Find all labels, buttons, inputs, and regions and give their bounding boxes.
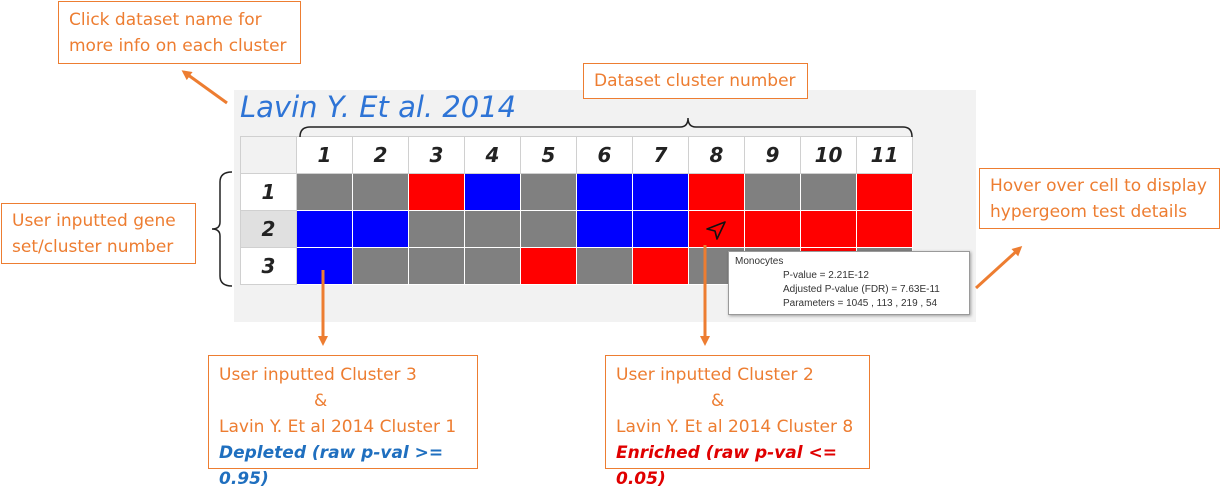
callout-user-gene-set-line2: set/cluster number bbox=[12, 237, 174, 257]
row-header-1: 1 bbox=[240, 174, 297, 211]
heatmap-cell-r1-c8[interactable] bbox=[689, 174, 745, 211]
enriched-amp: & bbox=[711, 391, 725, 411]
depleted-result: Depleted (raw p-val >= 0.95) bbox=[219, 443, 444, 489]
column-brace bbox=[299, 117, 913, 138]
row-header-2: 2 bbox=[240, 211, 297, 248]
callout-hover: Hover over cell to display hypergeom tes… bbox=[979, 168, 1220, 229]
arrow-click-info bbox=[181, 70, 228, 105]
heatmap-cell-r1-c11[interactable] bbox=[857, 174, 913, 211]
heatmap-cell-r2-c6[interactable] bbox=[577, 211, 633, 248]
column-header-5: 5 bbox=[521, 136, 577, 174]
heatmap-cell-r1-c3[interactable] bbox=[409, 174, 465, 211]
heatmap-cell-r1-c7[interactable] bbox=[633, 174, 689, 211]
heatmap-cell-r2-c2[interactable] bbox=[353, 211, 409, 248]
callout-user-gene-set: User inputted gene set/cluster number bbox=[1, 203, 196, 264]
heatmap-cell-r3-c5[interactable] bbox=[521, 248, 577, 285]
heatmap-cell-r2-c3[interactable] bbox=[409, 211, 465, 248]
column-header-9: 9 bbox=[745, 136, 801, 174]
heatmap-cell-r1-c1[interactable] bbox=[297, 174, 353, 211]
heatmap-cell-r2-c5[interactable] bbox=[521, 211, 577, 248]
heatmap-cell-r2-c10[interactable] bbox=[801, 211, 857, 248]
heatmap-cell-r1-c2[interactable] bbox=[353, 174, 409, 211]
column-header-11: 11 bbox=[857, 136, 913, 174]
depleted-line2: Lavin Y. Et al 2014 Cluster 1 bbox=[219, 417, 457, 437]
heatmap-cell-r1-c5[interactable] bbox=[521, 174, 577, 211]
heatmap-cell-r2-c11[interactable] bbox=[857, 211, 913, 248]
hypergeom-tooltip: Monocytes P-value = 2.21E-12 Adjusted P-… bbox=[728, 251, 970, 315]
tooltip-adjusted-pvalue: Adjusted P-value (FDR) = 7.63E-11 bbox=[783, 284, 940, 295]
enriched-result: Enriched (raw p-val <= 0.05) bbox=[616, 443, 837, 489]
heatmap-cell-r3-c4[interactable] bbox=[465, 248, 521, 285]
column-header-10: 10 bbox=[801, 136, 857, 174]
callout-hover-line2: hypergeom test details bbox=[990, 202, 1188, 222]
column-header-7: 7 bbox=[633, 136, 689, 174]
heatmap-cell-r1-c10[interactable] bbox=[801, 174, 857, 211]
heatmap-cell-r1-c4[interactable] bbox=[465, 174, 521, 211]
heatmap-grid: 1 2 3 4 5 6 7 8 9 10 11 1 2 3 bbox=[240, 136, 913, 285]
arrow-hover bbox=[974, 245, 1023, 290]
tooltip-title: Monocytes bbox=[735, 256, 784, 267]
column-header-8: 8 bbox=[689, 136, 745, 174]
enriched-line2: Lavin Y. Et al 2014 Cluster 8 bbox=[616, 417, 854, 437]
callout-click-info-line2: more info on each cluster bbox=[69, 36, 287, 56]
annotation-arrows bbox=[181, 70, 1023, 346]
heatmap-cell-r2-c4[interactable] bbox=[465, 211, 521, 248]
depleted-line1: User inputted Cluster 3 bbox=[219, 365, 417, 385]
heatmap-cell-r2-c9[interactable] bbox=[745, 211, 801, 248]
callout-enriched-example: User inputted Cluster 2 & Lavin Y. Et al… bbox=[605, 355, 870, 489]
heatmap-cell-r2-c8[interactable] bbox=[689, 211, 745, 248]
grid-corner bbox=[240, 136, 297, 174]
tooltip-parameters: Parameters = 1045 , 113 , 219 , 54 bbox=[783, 298, 938, 309]
heatmap-cell-r2-c1[interactable] bbox=[297, 211, 353, 248]
enriched-line1: User inputted Cluster 2 bbox=[616, 365, 814, 385]
callout-dataset-cluster-text: Dataset cluster number bbox=[594, 71, 796, 91]
heatmap-cell-r3-c3[interactable] bbox=[409, 248, 465, 285]
column-header-2: 2 bbox=[353, 136, 409, 174]
heatmap-cell-r3-c7[interactable] bbox=[633, 248, 689, 285]
cursor-icon bbox=[706, 221, 726, 240]
callout-hover-line1: Hover over cell to display bbox=[990, 176, 1207, 196]
row-header-3: 3 bbox=[240, 248, 297, 285]
dataset-name-link[interactable]: Lavin Y. Et al. 2014 bbox=[240, 90, 517, 124]
row-brace bbox=[211, 171, 233, 287]
callout-click-info-line1: Click dataset name for bbox=[69, 10, 262, 30]
column-header-6: 6 bbox=[577, 136, 633, 174]
callout-user-gene-set-line1: User inputted gene bbox=[12, 211, 176, 231]
heatmap-cell-r2-c7[interactable] bbox=[633, 211, 689, 248]
column-header-1: 1 bbox=[297, 136, 353, 174]
heatmap-cell-r3-c6[interactable] bbox=[577, 248, 633, 285]
callout-depleted-example: User inputted Cluster 3 & Lavin Y. Et al… bbox=[208, 355, 478, 489]
callout-click-info: Click dataset name for more info on each… bbox=[58, 1, 301, 64]
heatmap-cell-r1-c6[interactable] bbox=[577, 174, 633, 211]
column-header-3: 3 bbox=[409, 136, 465, 174]
tooltip-pvalue: P-value = 2.21E-12 bbox=[783, 270, 869, 281]
heatmap-cell-r3-c2[interactable] bbox=[353, 248, 409, 285]
callout-dataset-cluster: Dataset cluster number bbox=[583, 63, 808, 99]
heatmap-cell-r1-c9[interactable] bbox=[745, 174, 801, 211]
column-header-4: 4 bbox=[465, 136, 521, 174]
heatmap-cell-r3-c1[interactable] bbox=[297, 248, 353, 285]
depleted-amp: & bbox=[314, 391, 328, 411]
